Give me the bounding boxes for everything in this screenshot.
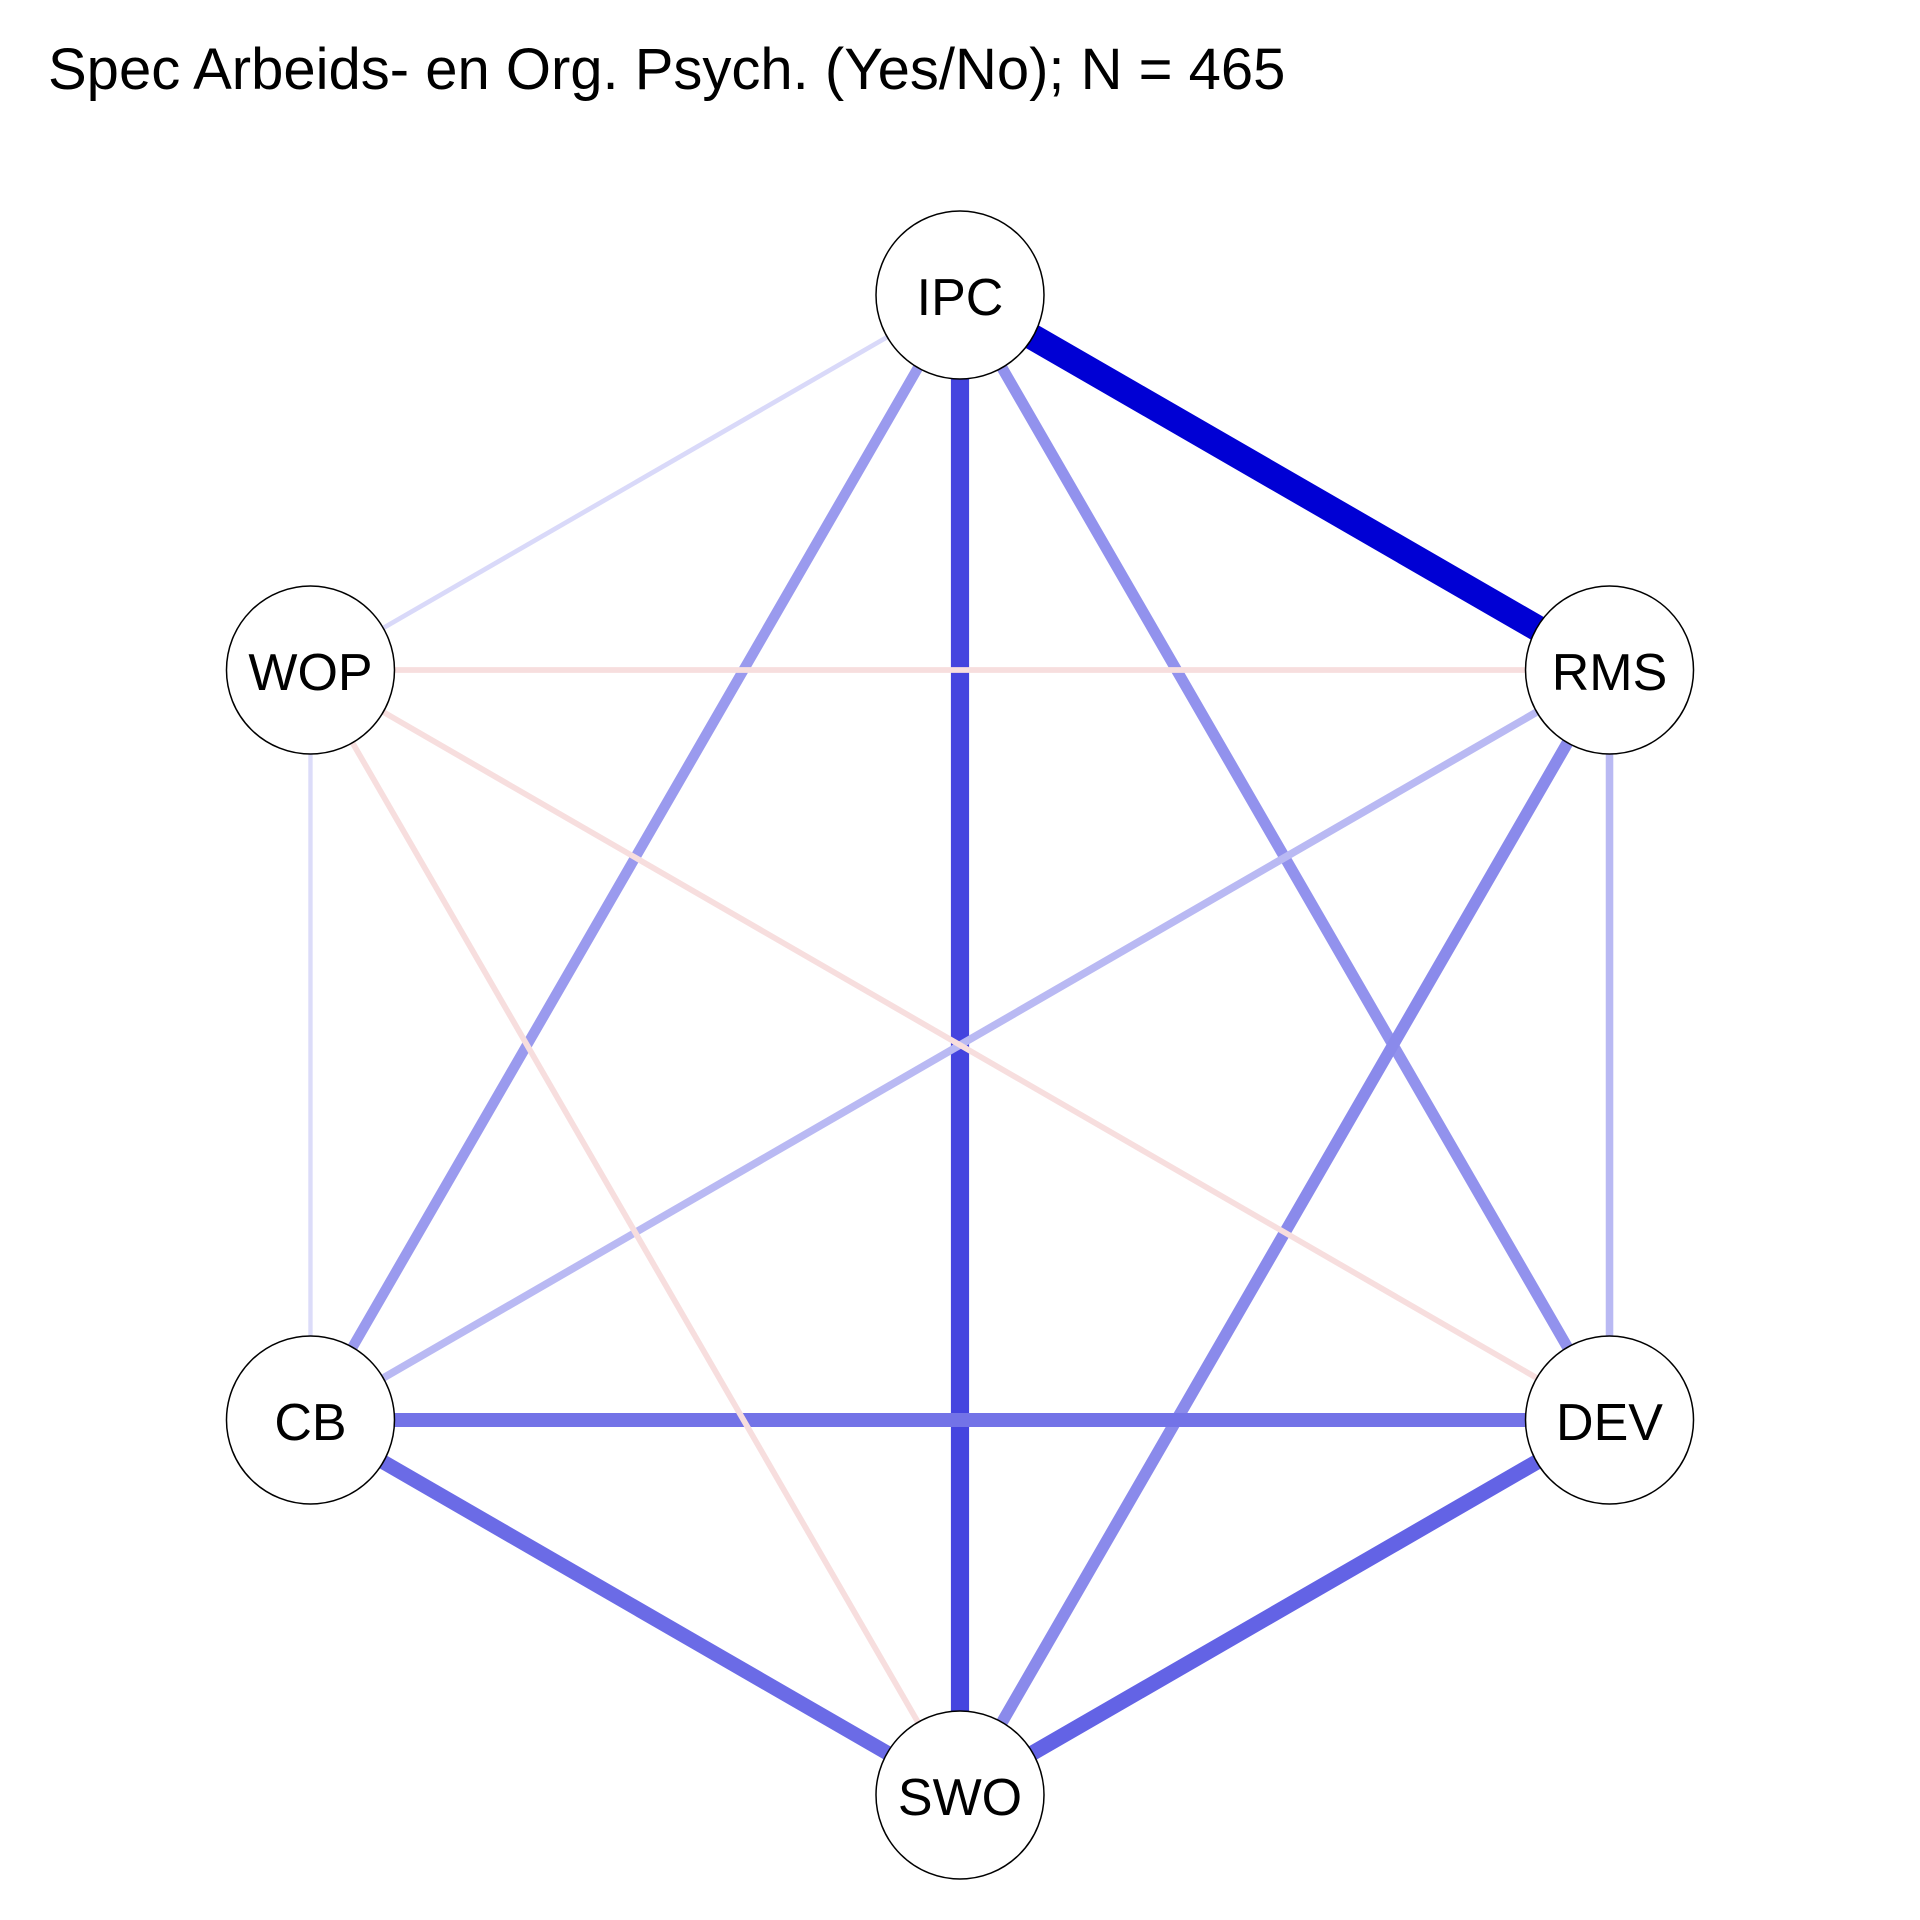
node-dev: DEV [1526,1336,1694,1504]
node-rms: RMS [1526,586,1694,754]
node-cb: CB [226,1336,394,1504]
node-swo: SWO [876,1711,1044,1879]
edge-cb-swo [310,1420,960,1795]
node-label: RMS [1552,644,1668,702]
edge-ipc-wop [310,295,960,670]
edge-dev-swo [960,1420,1610,1795]
edge-wop-swo [310,670,960,1795]
node-label: IPC [917,269,1004,327]
node-ipc: IPC [876,211,1044,379]
node-wop: WOP [226,586,394,754]
node-label: WOP [248,644,372,702]
node-label: CB [274,1394,346,1452]
node-label: DEV [1556,1394,1663,1452]
edge-ipc-rms [960,295,1610,670]
edge-layer [310,295,1609,1795]
node-label: SWO [898,1769,1022,1827]
